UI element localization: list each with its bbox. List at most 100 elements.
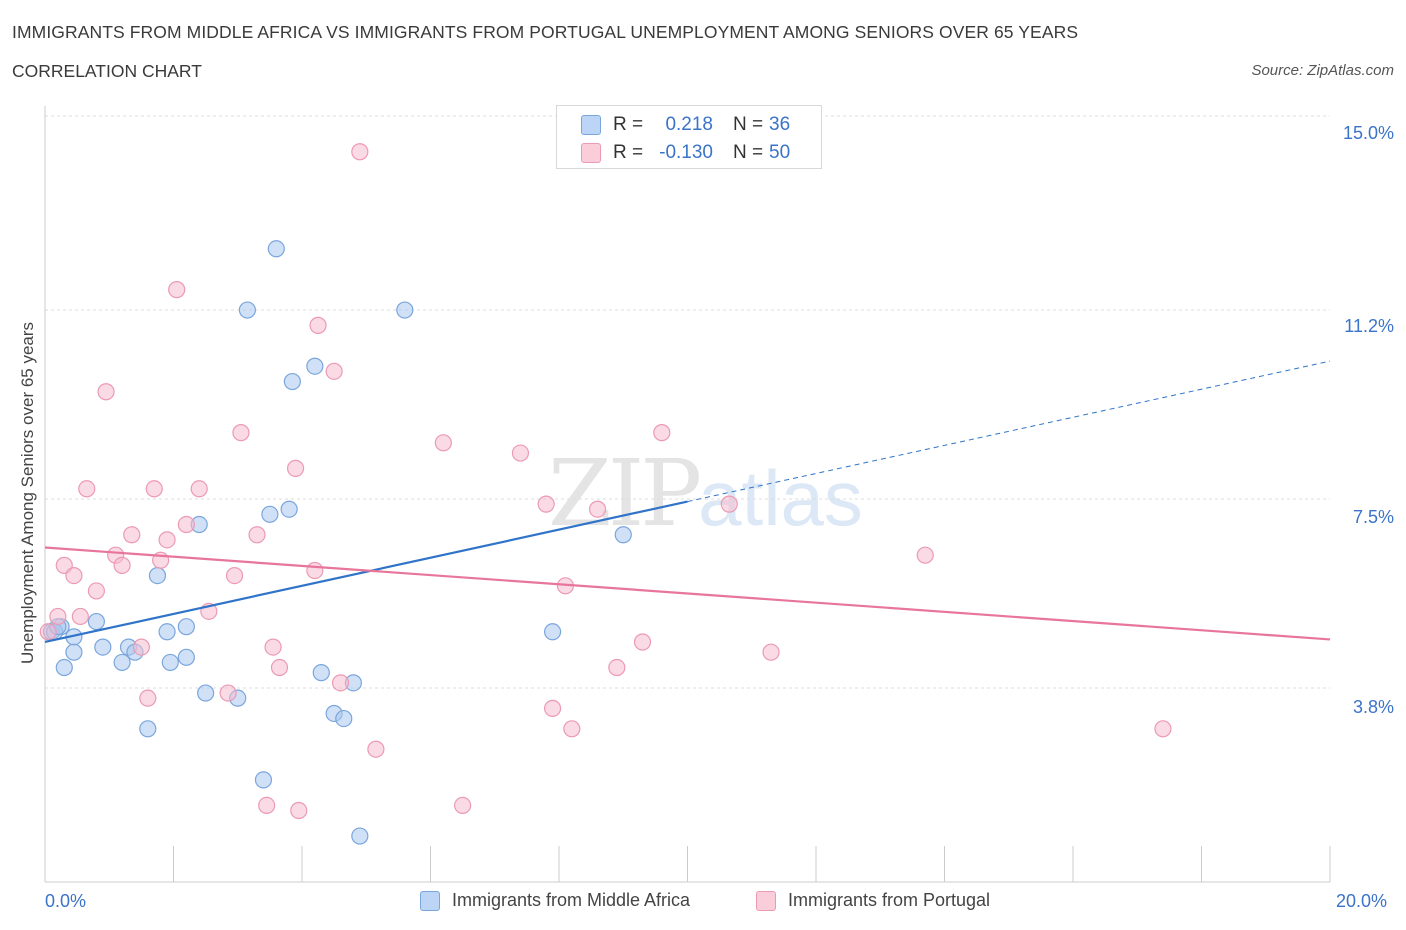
portugal-point (168, 281, 186, 299)
middle-africa-point (113, 653, 131, 672)
portugal-point (916, 546, 934, 564)
portugal-point (290, 801, 308, 820)
legend-swatch-blue (420, 890, 440, 911)
y-tick-label: 15.0% (1342, 123, 1394, 143)
portugal-point (97, 383, 115, 401)
middle-africa-point (267, 240, 285, 258)
middle-africa-point (139, 720, 157, 738)
legend-r-value: -0.130 (659, 142, 713, 163)
portugal-point (653, 424, 671, 442)
middle-africa-point (614, 526, 632, 544)
portugal-point (608, 658, 626, 677)
middle-africa-point (306, 357, 324, 375)
portugal-point (39, 623, 57, 641)
middle-africa-point (87, 612, 106, 631)
portugal-point (248, 526, 266, 544)
middle-africa-trend-line (44, 500, 688, 644)
middle-africa-point (148, 566, 167, 585)
middle-africa-point (161, 653, 179, 672)
portugal-point (158, 531, 176, 549)
legend-swatch-blue (581, 115, 601, 135)
portugal-point (588, 500, 607, 518)
x-tick-label-max: 20.0% (1336, 891, 1388, 911)
legend-swatch-pink (756, 890, 776, 911)
portugal-point (331, 674, 350, 692)
portugal-point (123, 526, 141, 544)
chart-subtitle: CORRELATION CHART (12, 61, 202, 81)
portugal-point (1154, 720, 1172, 738)
portugal-point (633, 633, 652, 651)
series-legend-label: Immigrants from Portugal (788, 890, 991, 910)
legend-r-label: R = (613, 114, 644, 135)
portugal-point (113, 556, 131, 574)
portugal-point (132, 638, 150, 656)
middle-africa-point (280, 500, 298, 518)
portugal-trend-line (44, 546, 1331, 641)
middle-africa-trend-extension (687, 360, 1331, 503)
portugal-point (177, 515, 195, 534)
middle-africa-point (94, 638, 112, 656)
series-legend-label: Immigrants from Middle Africa (452, 890, 691, 910)
portugal-point (309, 316, 327, 334)
portugal-point (219, 684, 237, 702)
legend-swatch-pink (581, 143, 601, 163)
middle-africa-point (335, 709, 353, 728)
y-tick-label: 7.5% (1352, 507, 1394, 527)
middle-africa-point (55, 658, 73, 677)
portugal-point (49, 607, 67, 626)
middle-africa-point (158, 623, 176, 641)
legend-row-middle-africa: R = 0.218 N = 36 (581, 114, 790, 136)
portugal-point (720, 495, 738, 513)
legend-n-label: N = (733, 142, 764, 163)
x-tick-label-min: 0.0% (45, 891, 87, 911)
legend-n-value: 50 (769, 142, 791, 163)
middle-africa-point (396, 301, 414, 319)
middle-africa-point (197, 684, 215, 702)
portugal-point (454, 796, 472, 815)
legend-row-portugal: R = -0.130 N = 50 (581, 142, 790, 164)
y-axis-label: Unemployment Among Seniors over 65 years (18, 321, 37, 665)
portugal-point (511, 444, 530, 462)
portugal-point (351, 143, 369, 161)
middle-africa-point (177, 648, 195, 666)
middle-africa-point (351, 827, 369, 845)
middle-africa-point (238, 301, 256, 319)
portugal-point (762, 643, 780, 661)
portugal-point (190, 480, 208, 498)
portugal-point (270, 658, 289, 677)
legend-r-value: 0.218 (665, 114, 713, 135)
portugal-point (65, 566, 83, 585)
series-legend-middle-africa: Immigrants from Middle Africa (420, 890, 690, 911)
legend-r-label: R = (613, 142, 644, 163)
series-legend-portugal: Immigrants from Portugal (756, 890, 990, 911)
source-credit: Source: ZipAtlas.com (1251, 62, 1394, 79)
legend-n-value: 36 (769, 114, 791, 135)
portugal-point (543, 699, 562, 717)
middle-africa-point (261, 505, 279, 523)
y-tick-label: 11.2% (1344, 316, 1394, 336)
middle-africa-point (177, 618, 195, 636)
portugal-point (87, 582, 106, 600)
portugal-point (232, 424, 250, 442)
middle-africa-point (65, 643, 83, 661)
portugal-point (264, 638, 282, 656)
portugal-point (563, 720, 581, 738)
portugal-point (537, 495, 555, 513)
y-tick-label: 3.8% (1352, 697, 1394, 717)
portugal-point (286, 459, 305, 477)
chart-title: IMMIGRANTS FROM MIDDLE AFRICA VS IMMIGRA… (12, 22, 1079, 42)
portugal-point (139, 689, 157, 707)
middle-africa-point (283, 372, 301, 391)
middle-africa-point (543, 623, 562, 641)
legend-n-label: N = (733, 114, 764, 135)
portugal-point (71, 607, 89, 626)
portugal-point (225, 566, 244, 585)
portugal-point (145, 480, 163, 498)
portugal-point (367, 740, 385, 758)
portugal-point (306, 561, 324, 580)
middle-africa-point (254, 771, 273, 789)
portugal-point (78, 480, 96, 498)
portugal-point (258, 796, 276, 815)
middle-africa-point (312, 664, 330, 682)
